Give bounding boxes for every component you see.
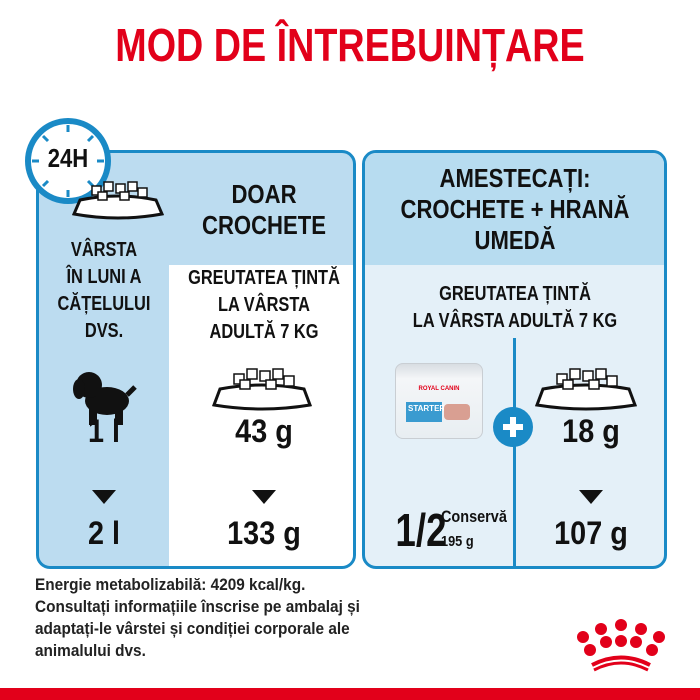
footer-line: animalului dvs. [35, 642, 146, 660]
dry-only-card: DOAR CROCHETE VÂRSTA ÎN LUNI A CĂȚELULUI… [36, 150, 356, 569]
wet-food-can-image: ROYAL CANIN STARTER [395, 363, 483, 439]
can-weight: 195 g [441, 533, 474, 550]
target-weight-panel [169, 265, 353, 566]
plus-icon [493, 407, 533, 447]
heading-line: CROCHETE + HRANĂ [400, 194, 630, 224]
puppy-icon [73, 372, 137, 425]
mixed-feeding-card: AMESTECAȚI: CROCHETE + HRANĂ UMEDĂ GREUT… [362, 150, 667, 569]
label-line: LA VÂRSTA [217, 294, 311, 316]
footer-note: Energie metabolizabilă: 4209 kcal/kg. Co… [35, 574, 360, 662]
dry-amount-to: 107 g [554, 515, 628, 551]
heading-line: CROCHETE [201, 210, 327, 240]
card-header [365, 153, 664, 265]
can-fraction: 1/2 [395, 504, 447, 556]
target-weight-label: GREUTATEA ȚINTĂ LA VÂRSTA ADULTĂ 7 KG [392, 281, 638, 335]
dry-amount-from: 18 g [562, 413, 620, 449]
footer-line: Consultați informațiile înscrise pe amba… [35, 598, 360, 616]
label-line: VÂRSTA [70, 239, 138, 261]
can-brand: ROYAL CANIN [418, 386, 460, 392]
label-line: GREUTATEA ȚINTĂ [439, 283, 591, 305]
age-label: VÂRSTA ÎN LUNI A CĂȚELULUI DVS. [51, 237, 158, 345]
label-line: ÎN LUNI A [66, 266, 142, 288]
age-to: 2 l [87, 515, 121, 551]
clock-icon [25, 118, 111, 204]
target-weight-label: GREUTATEA ȚINTĂ LA VÂRSTA ADULTĂ 7 KG [186, 265, 342, 346]
heading-line: AMESTECAȚI: [439, 163, 591, 193]
can-product: STARTER [406, 402, 445, 422]
arrow-down-icon [579, 490, 603, 504]
arrow-down-icon [252, 490, 276, 504]
royal-canin-crown-logo [577, 619, 665, 672]
dry-amount-to: 133 g [227, 515, 301, 551]
label-line: CĂȚELULUI [57, 293, 151, 315]
kibble-bowl-icon [72, 181, 164, 220]
clock-label: 24H [47, 143, 89, 173]
footer-line: Energie metabolizabilă: 4209 kcal/kg. [35, 576, 306, 594]
page-title: MOD DE ÎNTREBUINȚARE [115, 19, 585, 71]
label-line: GREUTATEA ȚINTĂ [188, 267, 340, 289]
arrow-down-icon [92, 490, 116, 504]
mixed-heading: AMESTECAȚI: CROCHETE + HRANĂ UMEDĂ [388, 163, 643, 256]
label-line: LA VÂRSTA ADULTĂ 7 KG [412, 310, 618, 332]
label-line: ADULTĂ 7 KG [209, 321, 319, 343]
heading-line: UMEDĂ [474, 225, 556, 255]
dry-amount-from: 43 g [235, 413, 293, 449]
age-from: 1 l [87, 413, 121, 449]
dry-only-heading: DOAR CROCHETE [183, 179, 345, 241]
footer-line: adaptați-le vârstei și condiției corpora… [35, 620, 350, 638]
brand-band [0, 688, 700, 700]
kibble-bowl-icon [212, 368, 312, 411]
heading-line: DOAR [231, 179, 297, 209]
divider [513, 338, 516, 566]
kibble-bowl-icon [535, 368, 637, 411]
label-line: DVS. [84, 320, 124, 342]
can-unit: Conservă [441, 507, 507, 526]
